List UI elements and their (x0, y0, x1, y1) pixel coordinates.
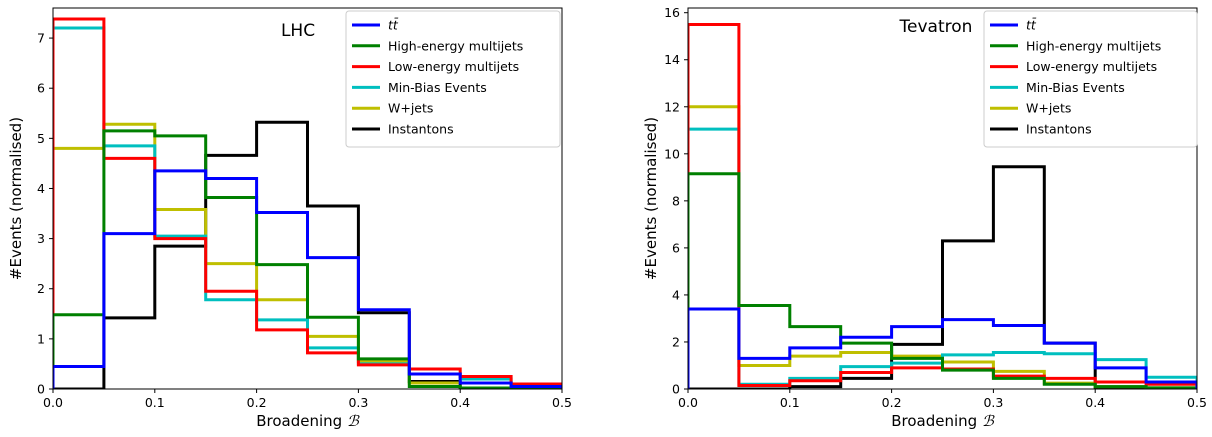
panel-title: LHC (281, 21, 315, 41)
x-tick-label: 0.5 (1187, 395, 1207, 410)
y-tick-label: 8 (672, 193, 680, 208)
series-line-5 (688, 307, 1197, 389)
x-tick-label: 0.3 (983, 395, 1003, 410)
legend-label: W+jets (1026, 101, 1071, 116)
legend-label: Low-energy multijets (1026, 59, 1157, 74)
series-line-5 (53, 169, 562, 389)
legend-label: High-energy multijets (1026, 38, 1161, 53)
y-axis-label: #Events (normalised) (642, 117, 660, 280)
legend-item: Min-Bias Events (352, 80, 487, 95)
legend-item: tt̄ (352, 18, 399, 33)
panel-title: Tevatron (899, 17, 973, 37)
x-tick-label: 0.0 (43, 395, 63, 410)
x-tick-label: 0.2 (247, 395, 267, 410)
y-tick-label: 6 (672, 240, 680, 255)
x-tick-label: 0.0 (678, 395, 698, 410)
y-tick-label: 2 (672, 334, 680, 349)
series-line-4 (688, 172, 1197, 389)
y-tick-label: 7 (37, 31, 45, 46)
x-tick-label: 0.1 (780, 395, 800, 410)
y-tick-label: 1 (37, 331, 45, 346)
y-tick-label: 2 (37, 281, 45, 296)
series-group (53, 17, 562, 389)
x-axis-label: Broadening ℬ (891, 412, 995, 430)
y-tick-label: 0 (672, 382, 680, 397)
legend-label: Instantons (388, 122, 454, 137)
axes-frame (687, 7, 1198, 390)
tevatron-panel: 0.0 0.1 0.2 0.3 0.4 0.5 0 2 4 6 8 10 12 14 16 Broadenin… (642, 5, 1207, 430)
y-tick-label: 4 (37, 181, 45, 196)
legend-item: Min-Bias Events (990, 80, 1125, 95)
legend-label: Instantons (1026, 122, 1092, 137)
series-group (688, 22, 1197, 389)
legend-item: Low-energy multijets (352, 59, 519, 74)
series-line-4 (53, 129, 562, 389)
y-tick-label: 3 (37, 231, 45, 246)
axes-frame (52, 7, 563, 390)
lhc-panel: 0.0 0.1 0.2 0.3 0.4 0.5 0 1 2 3 4 5 6 7 Broadening ℬ #E… (7, 7, 572, 430)
y-tick-label: 16 (664, 5, 680, 20)
y-tick-label: 14 (664, 52, 680, 67)
legend-item: High-energy multijets (352, 38, 523, 53)
legend-label: tt̄ (1026, 18, 1037, 33)
legend-frame (983, 10, 1198, 148)
y-axis-label: #Events (normalised) (7, 117, 25, 280)
y-tick-label: 6 (37, 81, 45, 96)
legend-item: Instantons (352, 122, 454, 137)
legend: tt̄ High-energy multijets Low-energy multi… (983, 10, 1198, 148)
legend-frame (345, 10, 561, 148)
y-tick-label: 10 (664, 146, 680, 161)
legend-item: W+jets (990, 101, 1071, 116)
legend: tt̄ High-energy multijets Low-energy multi… (345, 10, 561, 148)
legend-item: Instantons (990, 122, 1092, 137)
legend-label: W+jets (388, 101, 433, 116)
x-tick-label: 0.4 (450, 395, 470, 410)
legend-label: Min-Bias Events (388, 80, 487, 95)
legend-label: High-energy multijets (388, 38, 523, 53)
x-axis-label: Broadening ℬ (256, 412, 360, 430)
legend-label: tt̄ (388, 18, 399, 33)
y-tick-label: 12 (664, 99, 680, 114)
legend-item: W+jets (352, 101, 433, 116)
series-line-3 (53, 17, 562, 389)
legend-item: High-energy multijets (990, 38, 1161, 53)
legend-item: Low-energy multijets (990, 59, 1157, 74)
x-tick-label: 0.3 (348, 395, 368, 410)
legend-item: tt̄ (990, 18, 1037, 33)
x-tick-label: 0.4 (1085, 395, 1105, 410)
y-tick-label: 0 (37, 382, 45, 397)
x-tick-label: 0.2 (882, 395, 902, 410)
y-tick-label: 4 (672, 287, 680, 302)
x-tick-label: 0.5 (552, 395, 572, 410)
legend-label: Low-energy multijets (388, 59, 519, 74)
legend-label: Min-Bias Events (1026, 80, 1125, 95)
x-tick-label: 0.1 (145, 395, 165, 410)
y-tick-label: 5 (37, 131, 45, 146)
